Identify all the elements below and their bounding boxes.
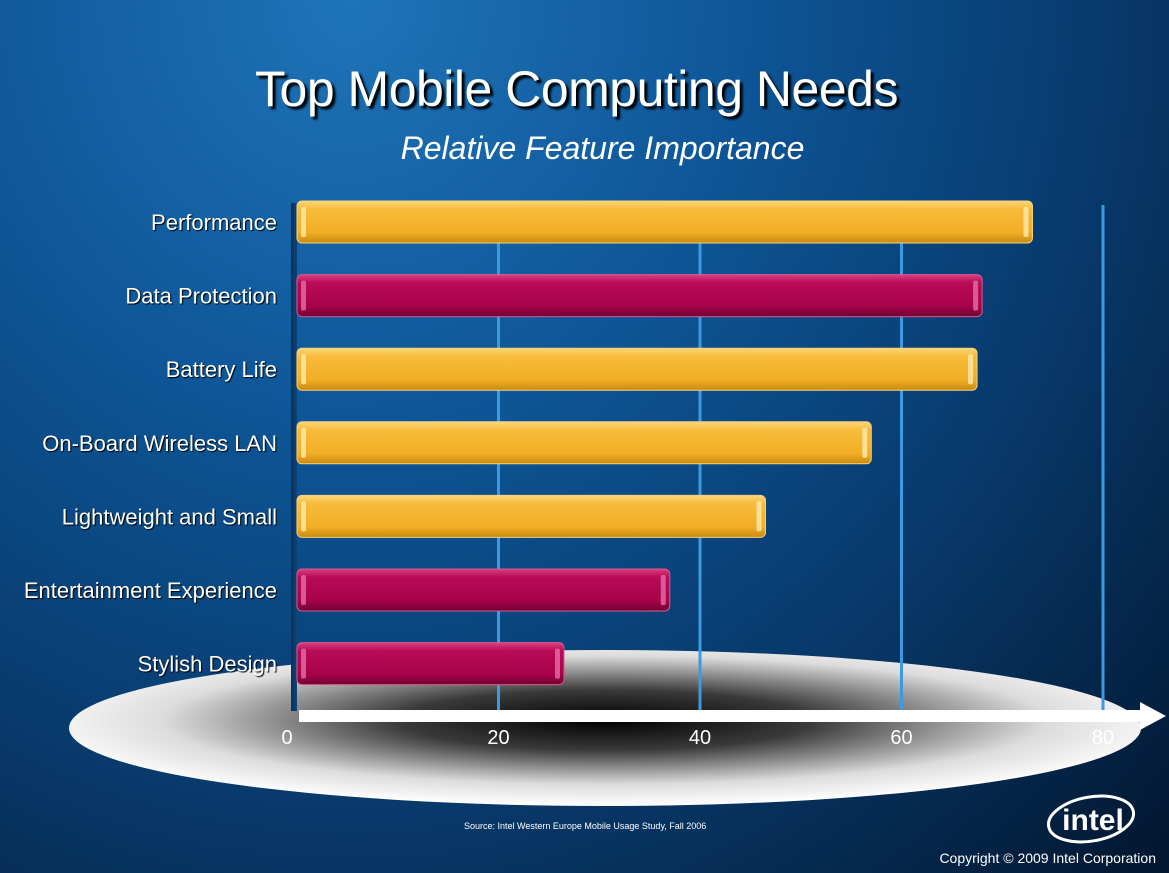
bar-cap-right-stylish-design: [554, 648, 560, 679]
bar-cap-left-stylish-design: [301, 648, 306, 679]
source-note: Source: Intel Western Europe Mobile Usag…: [464, 821, 707, 831]
intel-logo: intel: [1046, 794, 1136, 844]
bar-cap-right-on-board-wireless-lan: [862, 427, 868, 458]
axis-wall: [291, 203, 297, 711]
bar-on-board-wireless-lan: [296, 421, 872, 465]
copyright-text: Copyright © 2009 Intel Corporation: [939, 850, 1156, 866]
category-label-performance: Performance: [151, 210, 277, 235]
x-tick-label-80: 80: [1092, 727, 1114, 749]
category-label-on-board-wireless-lan: On-Board Wireless LAN: [42, 431, 277, 456]
bar-cap-right-battery-life: [968, 354, 974, 385]
x-tick-label-20: 20: [487, 727, 509, 749]
category-label-stylish-design: Stylish Design: [138, 652, 277, 677]
chart-subtitle: Relative Feature Importance: [400, 130, 805, 166]
bar-cap-right-performance: [1023, 207, 1029, 237]
bar-cap-left-lightweight-and-small: [301, 501, 306, 532]
bar-cap-left-performance: [301, 207, 306, 237]
bar-cap-right-data-protection: [973, 280, 979, 311]
bar-cap-left-battery-life: [301, 354, 306, 385]
chart-title: Top Mobile Computing Needs: [255, 61, 898, 117]
bar-cap-right-lightweight-and-small: [756, 501, 762, 532]
category-label-battery-life: Battery Life: [166, 357, 277, 382]
bar-battery-life: [296, 347, 978, 391]
x-axis-arrow: [299, 702, 1166, 730]
bar-data-protection: [296, 274, 983, 318]
bar-stylish-design: [296, 642, 565, 686]
gridline-80: [1101, 205, 1105, 710]
x-tick-label-60: 60: [890, 727, 912, 749]
bar-lightweight-and-small: [296, 494, 766, 538]
floor-oval: [69, 650, 1141, 806]
x-tick-label-0: 0: [281, 727, 292, 749]
bar-performance: [296, 200, 1033, 244]
bar-entertainment-experience: [296, 568, 671, 612]
x-tick-label-40: 40: [689, 727, 711, 749]
bar-cap-left-data-protection: [301, 280, 306, 311]
category-label-data-protection: Data Protection: [125, 284, 277, 309]
category-label-lightweight-and-small: Lightweight and Small: [62, 504, 277, 529]
svg-text:intel: intel: [1062, 804, 1124, 837]
bar-cap-right-entertainment-experience: [660, 575, 666, 605]
bar-cap-left-on-board-wireless-lan: [301, 427, 306, 458]
bar-cap-left-entertainment-experience: [301, 575, 306, 605]
gridline-60: [900, 205, 903, 710]
category-label-entertainment-experience: Entertainment Experience: [24, 578, 277, 603]
